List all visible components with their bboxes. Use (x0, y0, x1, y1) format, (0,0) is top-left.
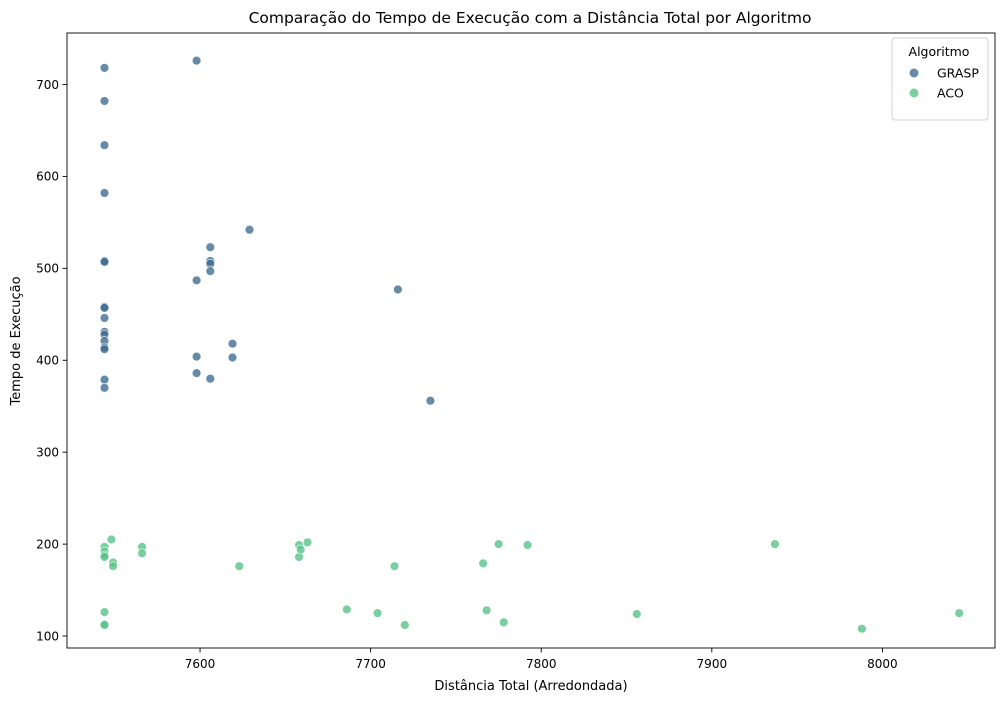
data-point-grasp (99, 383, 110, 393)
x-tick-label: 8000 (867, 657, 898, 671)
data-point-aco (954, 608, 964, 618)
data-point-aco (493, 539, 504, 549)
data-point-grasp (99, 140, 110, 150)
data-point-aco (99, 607, 110, 617)
x-tick-label: 7600 (185, 657, 216, 671)
legend-marker-aco (908, 87, 920, 99)
x-tick-label: 7800 (526, 657, 557, 671)
y-tick-label: 200 (36, 537, 59, 551)
data-point-aco (400, 620, 410, 630)
data-point-aco (389, 561, 400, 571)
data-point-aco (99, 620, 110, 630)
x-axis-label: Distância Total (Arredondada) (434, 679, 627, 694)
data-point-grasp (191, 351, 202, 362)
legend: Algoritmo GRASP ACO (891, 37, 989, 121)
data-point-aco (108, 561, 118, 571)
points-layer (99, 55, 964, 634)
data-point-aco (481, 605, 492, 615)
data-point-grasp (425, 396, 436, 406)
legend-label-aco: ACO (937, 86, 964, 101)
y-tick-label: 300 (36, 445, 59, 459)
data-point-grasp (99, 303, 110, 313)
data-point-grasp (99, 257, 110, 267)
data-point-grasp (99, 313, 110, 323)
data-point-grasp (227, 339, 238, 349)
data-point-aco (372, 608, 383, 618)
data-point-grasp (99, 344, 110, 354)
data-point-grasp (99, 96, 110, 106)
data-point-grasp (99, 188, 110, 198)
data-point-grasp (393, 284, 403, 295)
y-tick-label: 700 (36, 78, 59, 92)
data-point-aco (106, 534, 117, 545)
legend-box (891, 37, 989, 121)
chart-title: Comparação do Tempo de Execução com a Di… (249, 9, 812, 27)
y-tick-label: 400 (36, 354, 59, 368)
data-point-aco (99, 552, 110, 562)
data-point-aco (296, 544, 306, 555)
data-point-grasp (205, 242, 216, 252)
data-point-aco (478, 558, 488, 569)
ticks-layer: 7600 7700 7800 7900 8000 100 200 300 400 500 600 70… (36, 78, 898, 671)
legend-marker-grasp (908, 67, 920, 79)
y-axis-label: Tempo de Execução (9, 276, 24, 406)
data-point-grasp (244, 225, 255, 235)
data-point-grasp (99, 374, 110, 385)
data-point-grasp (191, 368, 202, 378)
data-point-grasp (205, 266, 216, 276)
plot-frame (66, 32, 996, 649)
legend-title: Algoritmo (909, 44, 970, 59)
data-point-aco (137, 548, 147, 558)
y-tick-label: 100 (36, 629, 59, 643)
x-tick-label: 7700 (355, 657, 386, 671)
data-point-aco (342, 604, 352, 615)
data-point-aco (302, 537, 313, 547)
legend-label-grasp: GRASP (937, 66, 979, 81)
data-point-aco (857, 623, 867, 634)
y-tick-label: 500 (36, 262, 59, 276)
data-point-aco (499, 617, 509, 627)
data-point-aco (234, 561, 245, 571)
data-point-grasp (191, 55, 202, 66)
y-tick-label: 600 (36, 170, 59, 184)
data-point-aco (770, 539, 780, 549)
data-point-grasp (99, 63, 110, 73)
data-point-grasp (191, 275, 202, 285)
data-point-grasp (227, 352, 238, 363)
data-point-grasp (205, 374, 216, 384)
x-tick-label: 7900 (697, 657, 728, 671)
data-point-aco (522, 540, 533, 550)
data-point-aco (632, 609, 642, 619)
